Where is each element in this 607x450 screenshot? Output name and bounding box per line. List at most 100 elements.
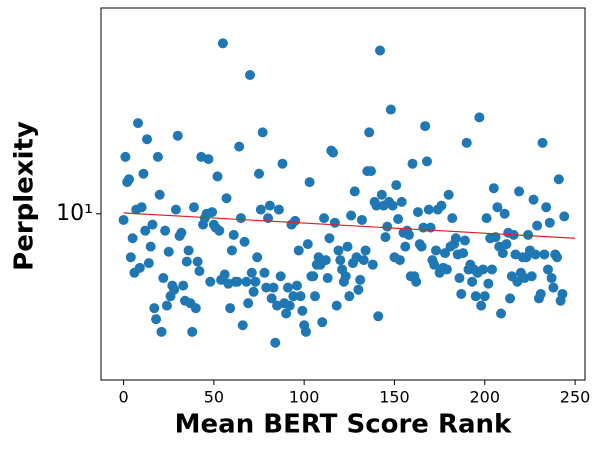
point bbox=[170, 204, 181, 215]
point bbox=[559, 211, 570, 222]
point bbox=[342, 241, 353, 252]
point bbox=[147, 219, 158, 230]
point bbox=[552, 252, 563, 263]
point bbox=[181, 256, 192, 267]
point bbox=[421, 156, 432, 167]
x-axis-label: Mean BERT Score Rank bbox=[175, 410, 512, 440]
point bbox=[497, 248, 508, 259]
point bbox=[364, 127, 375, 138]
point bbox=[371, 200, 382, 211]
point bbox=[225, 303, 236, 314]
point bbox=[293, 245, 304, 256]
point bbox=[331, 300, 342, 311]
point bbox=[411, 276, 422, 287]
point bbox=[250, 276, 261, 287]
point bbox=[544, 217, 555, 228]
point bbox=[456, 288, 467, 299]
point bbox=[142, 134, 153, 145]
point bbox=[501, 239, 512, 250]
x-tick-label: 150 bbox=[379, 388, 410, 407]
point bbox=[221, 193, 232, 204]
point bbox=[138, 168, 149, 179]
point bbox=[133, 118, 144, 129]
x-tick-label: 250 bbox=[560, 388, 591, 407]
point bbox=[277, 158, 288, 169]
point bbox=[492, 202, 503, 213]
point bbox=[412, 207, 423, 218]
point bbox=[382, 221, 393, 232]
y-tick-label: 10¹ bbox=[56, 201, 93, 226]
point bbox=[496, 308, 507, 319]
point bbox=[143, 258, 154, 269]
point bbox=[189, 202, 200, 213]
point bbox=[158, 273, 169, 284]
plot-frame bbox=[100, 7, 586, 381]
point bbox=[244, 69, 255, 80]
point bbox=[546, 273, 557, 284]
point bbox=[264, 200, 275, 211]
point bbox=[526, 271, 537, 282]
point bbox=[450, 233, 461, 244]
point bbox=[447, 213, 458, 224]
point bbox=[322, 273, 333, 284]
point bbox=[441, 264, 452, 275]
point bbox=[490, 232, 501, 243]
point bbox=[234, 141, 245, 152]
point bbox=[505, 293, 516, 304]
point bbox=[156, 326, 167, 337]
point bbox=[310, 291, 321, 302]
x-tick-label: 100 bbox=[289, 388, 320, 407]
point bbox=[178, 280, 189, 291]
point bbox=[344, 291, 355, 302]
point bbox=[149, 303, 160, 314]
point bbox=[239, 236, 250, 247]
point bbox=[380, 232, 391, 243]
point bbox=[360, 245, 371, 256]
point bbox=[235, 213, 246, 224]
point bbox=[429, 259, 440, 270]
point bbox=[400, 241, 411, 252]
point bbox=[458, 248, 469, 259]
point bbox=[376, 189, 387, 200]
point bbox=[474, 112, 485, 123]
point bbox=[423, 204, 434, 215]
point bbox=[154, 189, 165, 200]
point bbox=[324, 233, 335, 244]
point bbox=[329, 217, 340, 228]
point bbox=[248, 286, 259, 297]
point bbox=[203, 154, 214, 165]
point bbox=[228, 229, 239, 240]
point bbox=[425, 222, 436, 233]
point bbox=[470, 291, 481, 302]
point bbox=[535, 288, 546, 299]
point bbox=[255, 204, 266, 215]
point bbox=[523, 229, 534, 240]
point bbox=[431, 245, 442, 256]
point bbox=[479, 291, 490, 302]
point bbox=[300, 326, 311, 337]
point bbox=[125, 252, 136, 263]
point bbox=[548, 282, 559, 293]
point bbox=[261, 282, 272, 293]
point bbox=[537, 137, 548, 148]
point bbox=[528, 194, 539, 205]
point bbox=[454, 273, 465, 284]
point bbox=[237, 320, 248, 331]
point bbox=[530, 249, 541, 260]
point bbox=[304, 177, 315, 188]
point bbox=[295, 291, 306, 302]
point bbox=[219, 269, 230, 280]
point bbox=[373, 311, 384, 322]
point bbox=[365, 166, 376, 177]
point bbox=[481, 213, 492, 224]
point bbox=[120, 151, 131, 162]
point bbox=[340, 271, 351, 282]
point bbox=[542, 264, 553, 275]
point bbox=[396, 196, 407, 207]
point bbox=[308, 271, 319, 282]
point bbox=[118, 214, 129, 225]
x-tick-label: 50 bbox=[204, 388, 224, 407]
point bbox=[353, 284, 364, 295]
